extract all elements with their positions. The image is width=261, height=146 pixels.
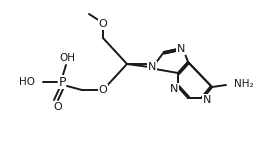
Text: OH: OH xyxy=(59,53,75,63)
Text: N: N xyxy=(203,95,211,105)
Text: O: O xyxy=(99,85,107,95)
Text: N: N xyxy=(170,84,178,94)
Text: HO: HO xyxy=(19,77,35,87)
Text: NH₂: NH₂ xyxy=(234,79,254,89)
Text: P: P xyxy=(58,75,66,88)
Text: O: O xyxy=(54,102,62,112)
Text: N: N xyxy=(148,62,156,72)
Text: O: O xyxy=(99,19,107,29)
Text: N: N xyxy=(177,44,185,54)
